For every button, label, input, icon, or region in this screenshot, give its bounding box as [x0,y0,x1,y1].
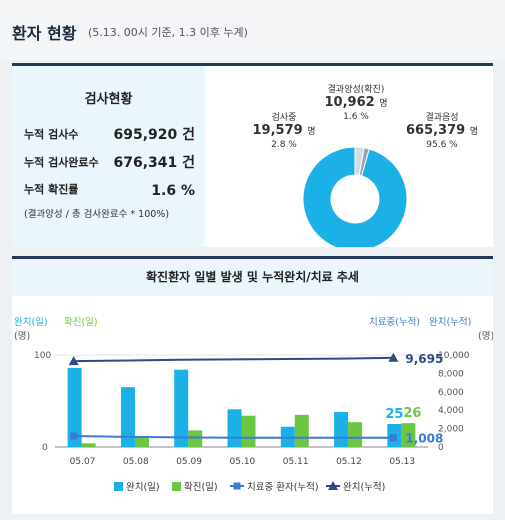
stat-value: 676,341 건 [113,155,195,171]
bar-confirmed-day [401,423,416,447]
stat-row-positive-rate: 누적 확진률 1.6 % [24,177,195,199]
donut-slice-positive [358,147,370,177]
donut-area: 검사중 19,579 명 2.8 % 결과양성(확진) 10,962 명 1.6… [205,66,493,247]
right-axis-unit: (명) [478,331,493,342]
bar-confirmed-day [81,443,96,447]
donut-chart [302,146,408,247]
line-recovered-cum [73,356,394,363]
bar-recovered-day [174,369,189,447]
trend-title: 확진환자 일별 발생 및 누적완치/치료 추세 [12,259,493,296]
x-tick-label: 05.08 [123,457,149,467]
right-tick-label: 6,000 [438,388,464,398]
right-tick-label: 4,000 [438,406,464,416]
legend-marker-treatment [233,482,241,490]
page-subtitle: (5.13. 00시 기준, 1.3 이후 누계) [88,26,248,39]
test-status-panel: 검사현황 누적 검사수 695,920 건 누적 검사완료수 676,341 건… [12,63,493,247]
donut-label-pct: 2.8 % [271,140,297,150]
donut-label-name: 검사중 [271,113,297,123]
donut-label-pct: 1.6 % [343,112,369,122]
donut-label-positive: 결과양성(확진) 10,962 명 1.6 % [308,82,404,122]
bar-confirmed-day [134,435,149,447]
stat-label: 누적 검사완료수 [24,156,99,169]
page-header: 환자 현황 (5.13. 00시 기준, 1.3 이후 누계) [0,0,505,60]
bar-confirmed-day [294,414,309,447]
bar-recovered-day [227,409,242,447]
stat-row-completed-tests: 누적 검사완료수 676,341 건 [24,150,195,172]
donut-label-negative: 결과음성 665,379 명 95.6 % [399,110,485,150]
donut-label-value: 19,579 명 [252,123,316,138]
stat-label: 누적 확진률 [24,183,79,196]
donut-label-value: 665,379 명 [405,123,479,138]
legend-swatch-recovered-day [114,482,123,491]
left-tick-label: 100 [34,351,51,361]
bar-confirmed-day [188,430,203,447]
x-tick-label: 05.07 [70,457,96,467]
left-tick-label: 0 [42,443,48,453]
stat-value: 695,920 건 [113,127,195,143]
right-axis-label-treatment: 치료중(누적) [369,316,420,328]
trend-chart: 완치(일) 확진(일) (명) 치료중(누적) 완치(누적) (명) 100 0 10,000 8… [14,316,493,493]
legend-label: 치료중 환자(누적) [247,481,319,493]
left-axis-unit: (명) [14,331,30,342]
positive-rate-note: (결과양성 / 총 검사완료수 * 100%) [24,209,170,220]
x-tick-label: 05.13 [389,457,415,467]
donut-label-name: 결과양성(확진) [327,85,385,95]
right-tick-label: 8,000 [438,369,464,379]
legend-marker-recovered-cum [328,481,338,490]
stat-label: 누적 검사수 [24,128,79,141]
test-stats-title: 검사현황 [84,92,133,107]
x-tick-label: 05.09 [176,457,202,467]
bar-confirmed-day [241,415,256,447]
donut-slice-negative [302,146,408,247]
right-tick-label: 10,000 [438,351,470,361]
bar-recovered-day [120,387,135,447]
legend-label: 완치(누적) [343,481,385,493]
line-recovered-cum-marker [68,356,79,366]
line-treatment-cum [73,434,394,439]
test-stats-box: 검사현황 누적 검사수 695,920 건 누적 검사완료수 676,341 건… [12,66,205,247]
donut-label-name: 결과음성 [425,113,459,123]
bar-recovered-day [334,412,349,447]
right-tick-label: 2,000 [438,425,464,435]
x-tick-label: 05.10 [230,457,256,467]
left-axis-label-recovered: 완치(일) [14,316,48,328]
right-tick-label: 0 [438,443,444,453]
donut-label-in-progress: 검사중 19,579 명 2.8 % [244,110,324,150]
annotation-treatment: 1,008 [405,432,443,446]
page-title: 환자 현황 [12,24,77,43]
donut-label-value: 10,962 명 [324,95,388,110]
legend-label: 확진(일) [184,481,218,493]
bar-confirmed-day [348,422,363,447]
donut-label-pct: 95.6 % [426,140,458,150]
stat-row-total-tests: 누적 검사수 695,920 건 [24,122,195,144]
trend-panel: 확진환자 일별 발생 및 누적완치/치료 추세 완치(일) 확진(일) (명) 치료중… [12,256,493,514]
legend-label: 완치(일) [126,481,160,493]
line-treatment-cum-marker [389,434,397,442]
legend-swatch-confirmed-day [172,482,181,491]
annotation-recovered-day: 25 [385,407,403,422]
bar-recovered-day [67,367,82,447]
x-tick-label: 05.11 [283,457,309,467]
annotation-recovered-cum: 9,695 [405,352,443,366]
x-tick-label: 05.12 [336,457,362,467]
right-axis-label-recovered-cum: 완치(누적) [429,316,471,328]
stat-value: 1.6 % [151,183,195,199]
annotation-confirmed-day: 26 [403,406,421,421]
line-recovered-cum-marker [388,352,399,362]
left-axis-label-confirmed: 확진(일) [64,316,98,328]
line-treatment-cum-marker [70,432,78,440]
